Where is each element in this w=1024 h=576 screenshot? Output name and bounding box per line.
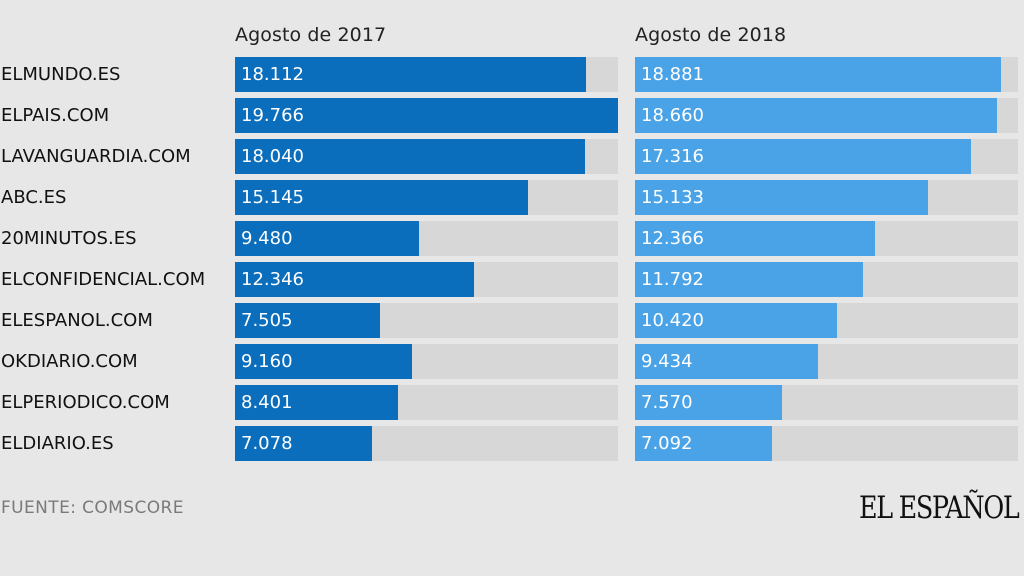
- bar-value-label: 15.133: [641, 187, 704, 208]
- bar-1-okdiario.com: [235, 344, 412, 379]
- bar-1-elconfidencial.com: [235, 262, 474, 297]
- bar-2-20minutos.es: [635, 221, 875, 256]
- bar-1-elperiodico.com: [235, 385, 398, 420]
- bar-value-label: 9.434: [641, 351, 693, 372]
- panel-title-2: Agosto de 2018: [635, 24, 787, 46]
- bar-value-label: 8.401: [241, 392, 293, 413]
- bar-value-label: 9.480: [241, 228, 293, 249]
- category-label: ELMUNDO.ES: [1, 64, 121, 85]
- bar-value-label: 10.420: [641, 310, 704, 331]
- bar-2-elpais.com: [635, 98, 997, 133]
- bar-value-label: 18.112: [241, 64, 304, 85]
- bar-track: 18.040: [235, 139, 618, 174]
- bar-track: 8.401: [235, 385, 618, 420]
- bar-value-label: 12.366: [641, 228, 704, 249]
- bar-track: 7.505: [235, 303, 618, 338]
- bar-track: 9.434: [635, 344, 1018, 379]
- category-label: 20MINUTOS.ES: [1, 228, 137, 249]
- bar-value-label: 15.145: [241, 187, 304, 208]
- bar-track: 18.112: [235, 57, 618, 92]
- category-label: ABC.ES: [1, 187, 67, 208]
- bar-value-label: 18.881: [641, 64, 704, 85]
- bar-value-label: 7.078: [241, 433, 293, 454]
- bar-2-lavanguardia.com: [635, 139, 971, 174]
- bar-1-20minutos.es: [235, 221, 419, 256]
- bar-2-elmundo.es: [635, 57, 1001, 92]
- bar-2-elconfidencial.com: [635, 262, 863, 297]
- bar-track: 12.346: [235, 262, 618, 297]
- bar-track: 19.766: [235, 98, 618, 133]
- bar-2-elespanol.com: [635, 303, 837, 338]
- bar-value-label: 7.570: [641, 392, 693, 413]
- bar-track: 18.881: [635, 57, 1018, 92]
- bar-track: 15.145: [235, 180, 618, 215]
- category-label: ELPAIS.COM: [1, 105, 110, 126]
- bar-value-label: 18.040: [241, 146, 304, 167]
- bar-value-label: 12.346: [241, 269, 304, 290]
- bar-track: 12.366: [635, 221, 1018, 256]
- category-label: ELPERIODICO.COM: [1, 392, 170, 413]
- category-label: LAVANGUARDIA.COM: [1, 146, 191, 167]
- bar-1-abc.es: [235, 180, 528, 215]
- panel-title-1: Agosto de 2017: [235, 24, 387, 46]
- bar-track: 9.480: [235, 221, 618, 256]
- category-label: OKDIARIO.COM: [1, 351, 138, 372]
- bar-2-elperiodico.com: [635, 385, 782, 420]
- category-label: ELESPANOL.COM: [1, 310, 153, 331]
- bar-track: 7.092: [635, 426, 1018, 461]
- category-label: ELCONFIDENCIAL.COM: [1, 269, 206, 290]
- bar-value-label: 17.316: [641, 146, 704, 167]
- bar-value-label: 9.160: [241, 351, 293, 372]
- bar-1-eldiario.es: [235, 426, 372, 461]
- bar-2-eldiario.es: [635, 426, 772, 461]
- bar-track: 11.792: [635, 262, 1018, 297]
- source-note: FUENTE: COMSCORE: [1, 498, 184, 518]
- bar-1-elespanol.com: [235, 303, 380, 338]
- bar-track: 9.160: [235, 344, 618, 379]
- bar-track: 18.660: [635, 98, 1018, 133]
- bar-1-elpais.com: [235, 98, 618, 133]
- bar-2-okdiario.com: [635, 344, 818, 379]
- bar-2-abc.es: [635, 180, 928, 215]
- bar-1-elmundo.es: [235, 57, 586, 92]
- bar-track: 10.420: [635, 303, 1018, 338]
- bar-track: 7.078: [235, 426, 618, 461]
- el-espanol-logo: EL ESPAÑOL: [858, 490, 1020, 526]
- bar-value-label: 7.092: [641, 433, 693, 454]
- bar-value-label: 19.766: [241, 105, 304, 126]
- category-label: ELDIARIO.ES: [1, 433, 114, 454]
- bar-track: 17.316: [635, 139, 1018, 174]
- bar-value-label: 11.792: [641, 269, 704, 290]
- bar-1-lavanguardia.com: [235, 139, 585, 174]
- bar-track: 7.570: [635, 385, 1018, 420]
- bar-track: 15.133: [635, 180, 1018, 215]
- bar-value-label: 18.660: [641, 105, 704, 126]
- bar-value-label: 7.505: [241, 310, 293, 331]
